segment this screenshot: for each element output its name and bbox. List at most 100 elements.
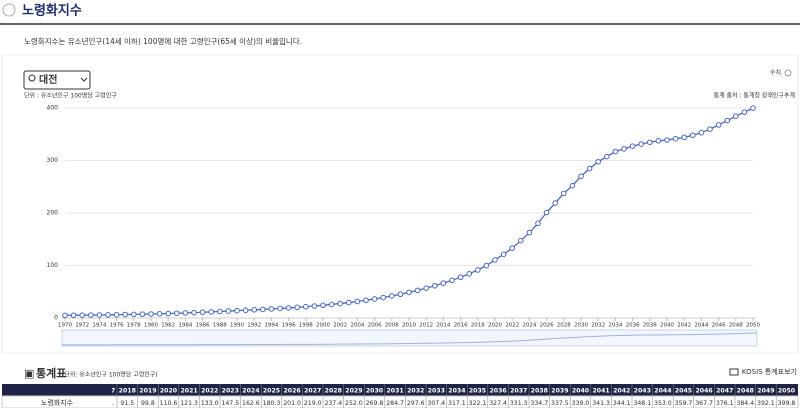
data-point bbox=[724, 117, 731, 124]
data-point bbox=[414, 287, 421, 294]
data-point bbox=[156, 311, 163, 317]
kosis-button[interactable]: KOSIS 통계표보기 bbox=[742, 367, 797, 376]
description: 노령화지수는 유소년인구(14세 이하) 100명에 대한 고령인구(65세 이… bbox=[24, 36, 302, 46]
cell: 317.1 bbox=[448, 400, 466, 407]
data-point bbox=[406, 289, 412, 296]
cell: 162.6 bbox=[242, 400, 260, 407]
x-tick-label: 2038 bbox=[643, 323, 657, 329]
x-tick-label: 2014 bbox=[436, 323, 450, 329]
data-point bbox=[328, 301, 335, 308]
x-tick-label: 2024 bbox=[522, 323, 536, 329]
data-point bbox=[475, 267, 481, 273]
table-title: 통계표 bbox=[36, 366, 66, 380]
data-point bbox=[337, 300, 344, 307]
toggle-label[interactable]: 수치 bbox=[770, 69, 781, 77]
x-tick-label: 1988 bbox=[213, 323, 227, 329]
column-header: 2017 bbox=[98, 388, 115, 395]
data-point bbox=[277, 305, 283, 312]
cell: 376.1 bbox=[716, 400, 734, 407]
data-point bbox=[139, 311, 146, 318]
data-point bbox=[526, 229, 533, 236]
column-header: 2035 bbox=[469, 388, 486, 395]
data-point bbox=[457, 274, 464, 281]
select-box[interactable] bbox=[23, 70, 91, 90]
cell: 297.6 bbox=[407, 400, 425, 407]
x-tick-label: 1972 bbox=[75, 323, 89, 329]
x-tick-label: 2032 bbox=[591, 323, 605, 329]
x-tick-label: 1978 bbox=[127, 323, 141, 329]
x-tick-label: 2018 bbox=[471, 323, 485, 329]
column-header: 2039 bbox=[551, 388, 568, 395]
data-point bbox=[432, 282, 438, 289]
x-tick-label: 1986 bbox=[196, 323, 210, 329]
column-header: 2047 bbox=[716, 388, 733, 395]
column-header: 2042 bbox=[613, 388, 630, 395]
pin-icon bbox=[28, 74, 36, 82]
navigator[interactable] bbox=[61, 329, 758, 347]
y-tick-label: 100 bbox=[47, 262, 59, 269]
data-point bbox=[217, 308, 223, 315]
data-point bbox=[621, 146, 627, 152]
data-point bbox=[268, 306, 275, 312]
data-point bbox=[346, 299, 352, 306]
x-tick-label: 2028 bbox=[557, 323, 571, 329]
data-point bbox=[70, 312, 77, 319]
column-header: 2030 bbox=[366, 388, 384, 395]
x-tick-label: 1990 bbox=[230, 323, 244, 329]
table-unit: (단위: 유소년인구 100명당 고령인구) bbox=[62, 371, 158, 379]
data-point bbox=[389, 293, 395, 299]
column-header: 2019 bbox=[139, 388, 156, 395]
column-header: 2040 bbox=[572, 388, 590, 395]
data-point bbox=[569, 182, 576, 189]
x-tick-label: 2004 bbox=[350, 323, 364, 329]
data-point bbox=[225, 308, 232, 314]
x-tick-label: 2000 bbox=[316, 323, 330, 329]
data-point bbox=[647, 139, 653, 146]
data-point bbox=[105, 312, 111, 318]
data-point bbox=[612, 148, 619, 155]
column-header: 2023 bbox=[222, 388, 239, 395]
cell: 348.1 bbox=[633, 400, 651, 407]
data-point bbox=[664, 137, 670, 143]
data-point bbox=[543, 209, 550, 216]
column-header: 2032 bbox=[407, 388, 424, 395]
cell: 110.6 bbox=[160, 400, 178, 407]
chart-panel bbox=[1, 54, 799, 354]
data-point bbox=[655, 138, 662, 144]
unit-label: 단위 : 유소년인구 100명당 고령인구 bbox=[24, 92, 117, 100]
toggle-icon[interactable] bbox=[784, 69, 792, 77]
data-point bbox=[500, 251, 507, 258]
x-tick-label: 2044 bbox=[694, 323, 708, 329]
data-point bbox=[363, 297, 369, 304]
column-header: 2044 bbox=[654, 388, 672, 395]
cell: 331.3 bbox=[510, 400, 528, 407]
column-header: 2033 bbox=[428, 388, 445, 395]
x-tick-label: 1970 bbox=[58, 323, 72, 329]
data-point bbox=[242, 307, 249, 314]
data-point bbox=[303, 303, 309, 310]
data-point bbox=[165, 310, 171, 317]
data-point bbox=[707, 126, 713, 132]
kosis-icon[interactable] bbox=[729, 368, 739, 376]
data-point bbox=[672, 136, 679, 142]
data-point bbox=[191, 309, 197, 316]
data-point bbox=[234, 307, 240, 314]
region-select[interactable]: 대전 bbox=[23, 70, 91, 90]
data-point bbox=[586, 165, 593, 172]
data-point bbox=[509, 245, 516, 251]
data-point bbox=[208, 309, 214, 315]
x-tick-label: 2048 bbox=[729, 323, 743, 329]
select-value[interactable]: 대전 bbox=[39, 73, 57, 86]
data-point bbox=[733, 113, 739, 119]
column-header: 2022 bbox=[201, 388, 218, 395]
column-header: 2049 bbox=[757, 388, 774, 395]
cell: 334.7 bbox=[530, 400, 548, 407]
x-tick-label: 2050 bbox=[746, 323, 760, 329]
x-tick-label: 1980 bbox=[144, 323, 158, 329]
cell: 147.5 bbox=[221, 400, 239, 407]
data-point bbox=[492, 257, 498, 263]
cell: 322.1 bbox=[469, 400, 487, 407]
cell: 84.1 bbox=[100, 400, 114, 407]
column-header: 2031 bbox=[386, 388, 403, 395]
